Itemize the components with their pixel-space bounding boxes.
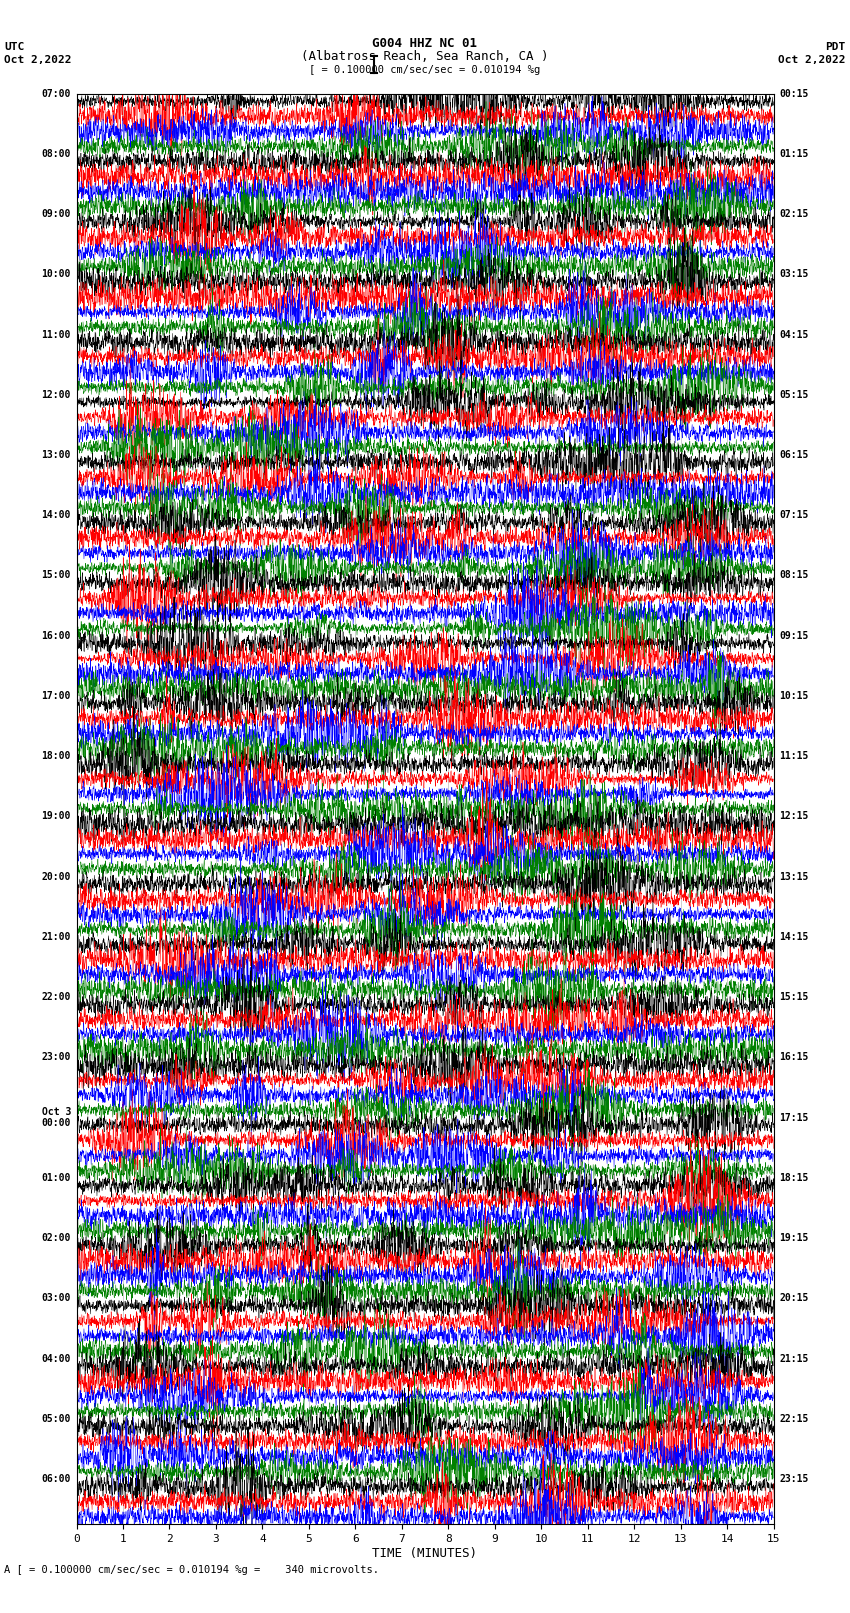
Text: Oct 2,2022: Oct 2,2022 xyxy=(779,55,846,65)
Text: 19:00: 19:00 xyxy=(42,811,71,821)
Text: [ = 0.100000 cm/sec/sec = 0.010194 %g: [ = 0.100000 cm/sec/sec = 0.010194 %g xyxy=(309,65,541,74)
Text: 13:15: 13:15 xyxy=(779,871,808,882)
Text: 05:15: 05:15 xyxy=(779,390,808,400)
Text: 17:00: 17:00 xyxy=(42,690,71,702)
Text: 17:15: 17:15 xyxy=(779,1113,808,1123)
Text: 09:00: 09:00 xyxy=(42,210,71,219)
Text: 05:00: 05:00 xyxy=(42,1415,71,1424)
Text: 12:15: 12:15 xyxy=(779,811,808,821)
Text: 08:00: 08:00 xyxy=(42,148,71,158)
Text: 19:15: 19:15 xyxy=(779,1234,808,1244)
Text: 22:15: 22:15 xyxy=(779,1415,808,1424)
Text: 11:15: 11:15 xyxy=(779,752,808,761)
Text: Oct 3
00:00: Oct 3 00:00 xyxy=(42,1107,71,1129)
Text: 15:15: 15:15 xyxy=(779,992,808,1002)
Text: 18:00: 18:00 xyxy=(42,752,71,761)
Text: 14:15: 14:15 xyxy=(779,932,808,942)
Text: 03:15: 03:15 xyxy=(779,269,808,279)
Text: 10:15: 10:15 xyxy=(779,690,808,702)
Text: 02:00: 02:00 xyxy=(42,1234,71,1244)
Text: 07:00: 07:00 xyxy=(42,89,71,98)
Text: 01:15: 01:15 xyxy=(779,148,808,158)
Text: 14:00: 14:00 xyxy=(42,510,71,521)
Text: 01:00: 01:00 xyxy=(42,1173,71,1182)
Text: 04:00: 04:00 xyxy=(42,1353,71,1363)
Text: A [ = 0.100000 cm/sec/sec = 0.010194 %g =    340 microvolts.: A [ = 0.100000 cm/sec/sec = 0.010194 %g … xyxy=(4,1565,379,1574)
Text: (Albatross Reach, Sea Ranch, CA ): (Albatross Reach, Sea Ranch, CA ) xyxy=(301,50,549,63)
Text: 23:15: 23:15 xyxy=(779,1474,808,1484)
Text: 21:15: 21:15 xyxy=(779,1353,808,1363)
Text: 12:00: 12:00 xyxy=(42,390,71,400)
Text: 22:00: 22:00 xyxy=(42,992,71,1002)
Text: 06:00: 06:00 xyxy=(42,1474,71,1484)
Text: 00:15: 00:15 xyxy=(779,89,808,98)
Text: 02:15: 02:15 xyxy=(779,210,808,219)
Text: 20:00: 20:00 xyxy=(42,871,71,882)
Text: 04:15: 04:15 xyxy=(779,329,808,339)
Text: 06:15: 06:15 xyxy=(779,450,808,460)
Text: 21:00: 21:00 xyxy=(42,932,71,942)
Text: 07:15: 07:15 xyxy=(779,510,808,521)
Text: UTC: UTC xyxy=(4,42,25,52)
Text: G004 HHZ NC 01: G004 HHZ NC 01 xyxy=(372,37,478,50)
Text: 20:15: 20:15 xyxy=(779,1294,808,1303)
Text: 23:00: 23:00 xyxy=(42,1052,71,1063)
Text: 09:15: 09:15 xyxy=(779,631,808,640)
Text: 18:15: 18:15 xyxy=(779,1173,808,1182)
Text: 11:00: 11:00 xyxy=(42,329,71,339)
Text: Oct 2,2022: Oct 2,2022 xyxy=(4,55,71,65)
Text: 15:00: 15:00 xyxy=(42,571,71,581)
Text: 16:00: 16:00 xyxy=(42,631,71,640)
Text: 13:00: 13:00 xyxy=(42,450,71,460)
Text: 16:15: 16:15 xyxy=(779,1052,808,1063)
Text: 10:00: 10:00 xyxy=(42,269,71,279)
Text: 08:15: 08:15 xyxy=(779,571,808,581)
Text: PDT: PDT xyxy=(825,42,846,52)
Text: 03:00: 03:00 xyxy=(42,1294,71,1303)
X-axis label: TIME (MINUTES): TIME (MINUTES) xyxy=(372,1547,478,1560)
